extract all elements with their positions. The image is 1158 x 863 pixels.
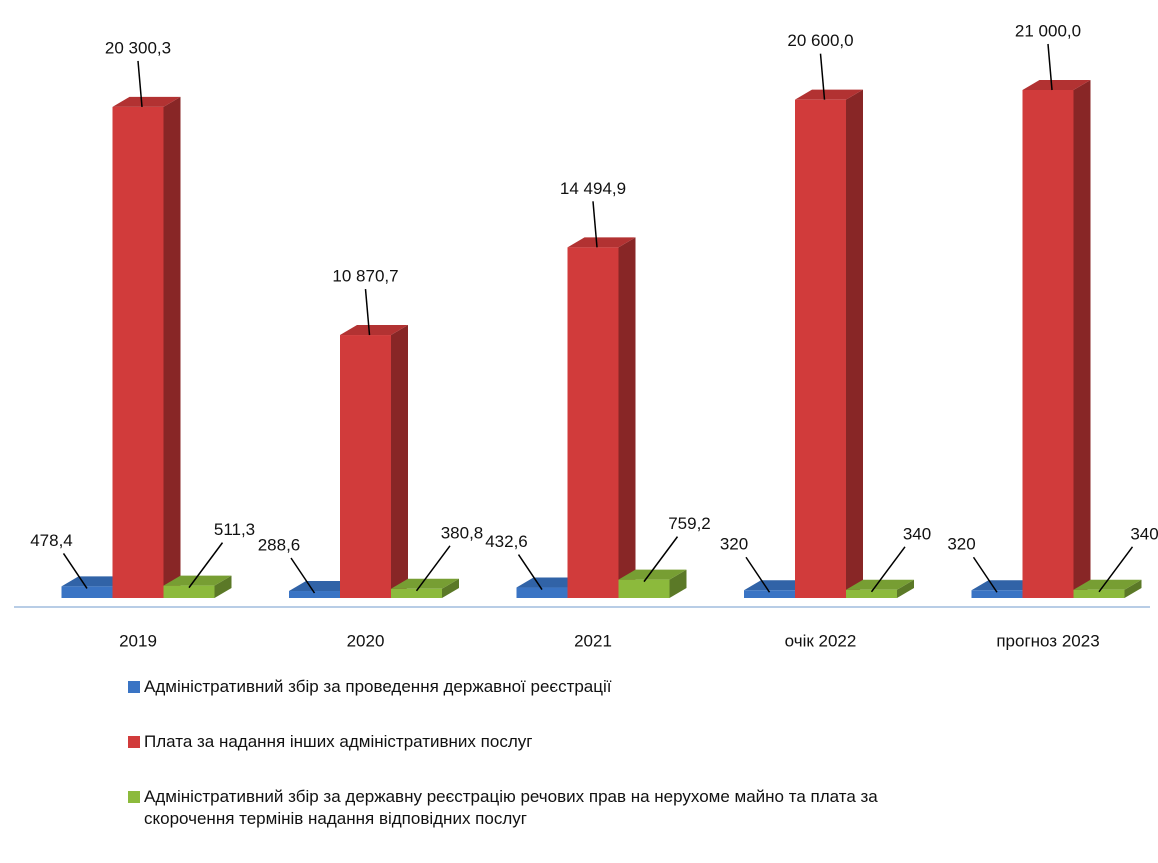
leader-line	[972, 556, 998, 593]
bar	[846, 589, 897, 598]
page: 2019 478,4 20 300,3 511,3 2020 288,6 10 870,7 3…	[14, 21, 1158, 828]
data-label: 340	[1130, 524, 1158, 543]
leader-line	[62, 553, 88, 589]
bar-side	[1124, 579, 1142, 598]
legend-label: Адміністративний збір за проведення держ…	[144, 677, 612, 696]
data-label: 288,6	[258, 536, 301, 555]
bar	[1022, 90, 1074, 598]
bar-top	[340, 325, 408, 336]
bar-side	[391, 325, 408, 598]
bar-top	[163, 575, 232, 586]
bar	[618, 579, 670, 598]
legend-label: Адміністративний збір за державну реєстр…	[144, 787, 878, 828]
bar-top	[112, 96, 181, 107]
data-label: 320	[947, 535, 975, 554]
bar-side	[214, 575, 232, 598]
data-label: 21 000,0	[1015, 21, 1081, 40]
leader-line	[745, 556, 771, 593]
x-tick-label: очік 2022	[785, 631, 857, 650]
data-label: 340	[903, 524, 931, 543]
data-label: 320	[720, 535, 748, 554]
bar-side	[163, 96, 181, 598]
leader-line	[517, 554, 543, 590]
bar-side	[897, 579, 914, 598]
bar-top	[1073, 579, 1142, 590]
legend-item: Плата за надання інших адміністративних …	[128, 731, 948, 753]
bar-top	[795, 89, 863, 100]
bar	[567, 247, 619, 599]
leader-line	[137, 60, 143, 107]
data-label: 432,6	[485, 532, 528, 551]
leader-line	[1098, 546, 1134, 593]
bar-top	[846, 579, 914, 590]
bar-top	[567, 237, 636, 248]
bar	[340, 335, 391, 598]
data-label: 759,2	[668, 514, 711, 533]
data-label: 511,3	[214, 520, 255, 539]
x-tick-label: 2020	[347, 631, 385, 650]
legend-swatch	[128, 736, 140, 748]
leader-line	[1047, 43, 1053, 91]
leader-line	[188, 542, 224, 589]
leader-line	[870, 546, 906, 593]
bar	[516, 587, 568, 598]
bar-top	[391, 578, 459, 589]
bar-top	[618, 569, 687, 580]
bar	[61, 586, 113, 598]
x-tick-label: 2021	[574, 631, 612, 650]
legend-swatch	[128, 681, 140, 693]
leader-line	[415, 545, 451, 592]
chart: 2019 478,4 20 300,3 511,3 2020 288,6 10 870,7 3…	[14, 21, 1158, 650]
data-label: 478,4	[30, 531, 73, 550]
data-label: 20 600,0	[787, 31, 853, 50]
bar-side	[442, 578, 459, 598]
leader-line	[364, 288, 371, 336]
x-tick-label: 2019	[119, 631, 157, 650]
bar	[744, 590, 795, 598]
legend-item: Адміністративний збір за державну реєстр…	[128, 786, 948, 830]
bar-side	[1073, 80, 1091, 598]
bar	[163, 585, 215, 598]
data-label: 20 300,3	[105, 38, 171, 57]
legend: Адміністративний збір за проведення держ…	[128, 676, 948, 863]
bar	[795, 99, 846, 598]
leader-line	[643, 536, 679, 583]
legend-swatch	[128, 791, 140, 803]
data-label: 14 494,9	[560, 179, 626, 198]
bar-side	[846, 89, 863, 598]
legend-item: Адміністративний збір за проведення держ…	[128, 676, 948, 698]
leader-line	[290, 557, 316, 594]
x-tick-label: прогноз 2023	[996, 631, 1099, 650]
bar	[112, 106, 164, 598]
leader-line	[592, 201, 598, 248]
bar-side	[669, 569, 687, 598]
bar-side	[618, 237, 636, 599]
bar	[1073, 589, 1125, 598]
leader-line	[819, 53, 826, 100]
bar	[391, 588, 442, 598]
data-label: 380,8	[441, 523, 484, 542]
bar	[289, 591, 340, 598]
bar	[971, 590, 1023, 598]
legend-label: Плата за надання інших адміністративних …	[144, 732, 533, 751]
data-label: 10 870,7	[332, 267, 398, 286]
bar-top	[1022, 80, 1091, 90]
